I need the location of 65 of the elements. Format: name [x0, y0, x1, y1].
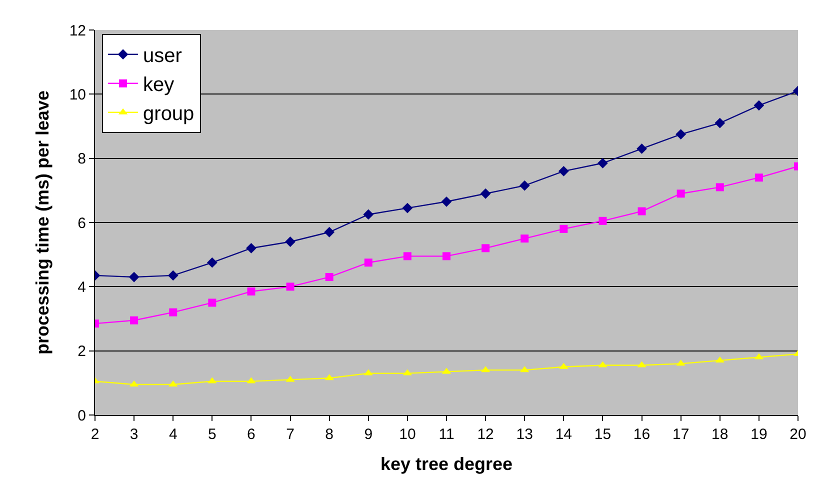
y-tick-label: 6: [78, 214, 86, 232]
point: [520, 234, 529, 243]
point: [363, 209, 374, 220]
point: [286, 282, 294, 291]
point: [324, 226, 335, 238]
point: [128, 272, 140, 282]
point: [206, 257, 218, 268]
x-tick-label: 11: [438, 426, 454, 443]
point: [441, 196, 452, 207]
y-tick-label: 12: [69, 22, 86, 40]
legend-label: key: [143, 74, 174, 96]
x-tick-label: 18: [712, 426, 728, 443]
point: [636, 144, 647, 154]
y-axis-title: processing time (ms) per leave: [32, 90, 53, 355]
point: [168, 270, 178, 281]
x-tick-label: 19: [750, 426, 768, 443]
legend-label: user: [143, 45, 182, 68]
point: [676, 129, 686, 140]
point: [560, 224, 568, 233]
x-tick-label: 6: [247, 426, 256, 443]
point: [482, 244, 490, 252]
x-tick-label: 20: [790, 426, 806, 443]
point: [130, 316, 138, 324]
x-tick-label: 4: [168, 426, 178, 443]
point: [638, 207, 646, 216]
point: [519, 180, 530, 191]
point: [598, 158, 608, 168]
y-tick-label: 0: [78, 407, 86, 424]
point: [285, 236, 296, 247]
x-tick-label: 5: [208, 426, 216, 443]
point: [754, 100, 764, 111]
point: [246, 242, 256, 254]
x-tick-label: 10: [399, 426, 416, 443]
y-tick-label: 8: [78, 150, 86, 168]
point: [403, 252, 412, 260]
x-tick-label: 12: [477, 426, 494, 443]
point: [247, 287, 256, 296]
point: [208, 298, 216, 307]
y-tick-label: 10: [69, 86, 86, 104]
x-tick-label: 3: [130, 426, 138, 443]
x-tick-label: 15: [594, 426, 612, 443]
point: [402, 202, 413, 214]
x-tick-label: 14: [555, 426, 572, 443]
x-tick-label: 17: [672, 426, 690, 443]
point: [716, 183, 724, 192]
point: [325, 273, 334, 282]
x-tick-label: 9: [364, 426, 373, 443]
x-tick-label: 2: [90, 426, 100, 443]
legend-label: group: [143, 103, 194, 126]
point: [714, 118, 726, 128]
point: [754, 174, 763, 182]
y-tick-label: 2: [78, 343, 86, 360]
x-axis-title: key tree degree: [380, 454, 513, 474]
point: [169, 308, 178, 316]
point: [364, 258, 372, 267]
point: [676, 190, 685, 198]
y-tick-label: 4: [78, 278, 86, 296]
point: [598, 216, 607, 225]
x-tick-label: 13: [516, 426, 533, 443]
point: [558, 166, 569, 176]
x-tick-label: 8: [325, 426, 334, 443]
x-tick-label: 16: [633, 426, 650, 443]
point: [442, 252, 450, 260]
point: [480, 188, 491, 199]
x-tick-label: 7: [286, 426, 294, 443]
